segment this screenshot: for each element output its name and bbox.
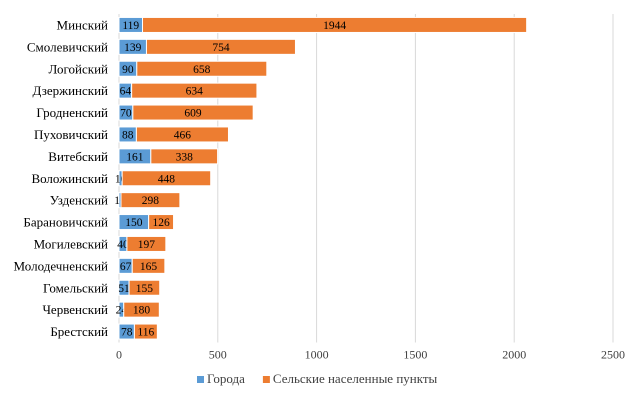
category-label: Гомельский [43,280,108,295]
legend-swatch [197,376,204,383]
bar-rural [133,323,158,340]
data-label: 150 [125,217,143,229]
category-label: Минский [57,17,109,32]
bar-rural [126,235,167,252]
data-label: 126 [152,217,170,229]
data-label: 70 [120,108,132,120]
data-label: 658 [193,64,211,76]
data-label: 155 [136,283,154,295]
category-label: Витебский [48,149,108,164]
category-label: Воложинский [31,171,108,186]
data-label: 88 [122,129,134,141]
bar-rural [131,257,166,274]
bar-rural [150,148,219,165]
category-label: Барановичский [23,215,108,230]
x-tick-label: 500 [209,348,227,362]
bar-rural [123,301,160,318]
data-label: 24 [116,305,128,317]
bar-rural [131,82,258,99]
x-tick-label: 1000 [305,348,329,362]
data-label: 40 [117,239,129,251]
category-label: Смолевичский [27,39,108,54]
category-label: Молодечненский [14,258,109,273]
category-label: Могилевский [34,236,108,251]
data-label: 609 [184,108,202,120]
legend-swatch [262,376,270,383]
bar-rural [120,192,181,209]
data-label: 165 [140,261,158,273]
category-label: Гродненский [36,105,108,120]
data-label: 78 [121,327,133,339]
bar-rural [148,214,175,231]
data-label: 197 [138,239,156,251]
bar-rural [136,60,268,77]
data-label: 116 [137,327,154,339]
data-label: 161 [126,151,144,163]
category-label: Дзержинский [33,83,109,98]
data-label: 51 [118,283,130,295]
data-label: 67 [120,261,132,273]
data-label: 754 [212,42,230,54]
x-tick-label: 1500 [403,348,427,362]
data-label: 1944 [323,20,346,32]
category-label: Узденский [50,193,108,208]
legend-label: Сельские населенные пункты [273,371,438,386]
bar-rural [132,104,254,121]
bar-rural [145,38,296,55]
data-label: 180 [133,305,151,317]
bar-rural [121,170,212,187]
data-label: 90 [122,64,134,76]
data-label: 634 [186,86,204,98]
bar-rural [128,279,161,296]
category-label: Логойский [49,61,109,76]
data-label: 10 [114,195,126,207]
data-label: 338 [176,151,194,163]
data-label: 119 [122,20,139,32]
category-label: Червенский [42,302,108,317]
category-label: Брестский [50,324,108,339]
data-label: 298 [142,195,160,207]
x-tick-label: 0 [116,348,122,362]
legend-label: Города [207,371,245,386]
category-label: Пуховичский [34,127,108,142]
data-label: 64 [120,86,132,98]
x-tick-label: 2500 [601,348,625,362]
x-tick-label: 2000 [502,348,526,362]
bar-rural [142,16,528,33]
data-label: 16 [115,173,127,185]
data-label: 466 [174,129,192,141]
data-label: 448 [158,173,176,185]
data-label: 139 [124,42,142,54]
bar-rural [135,126,229,143]
